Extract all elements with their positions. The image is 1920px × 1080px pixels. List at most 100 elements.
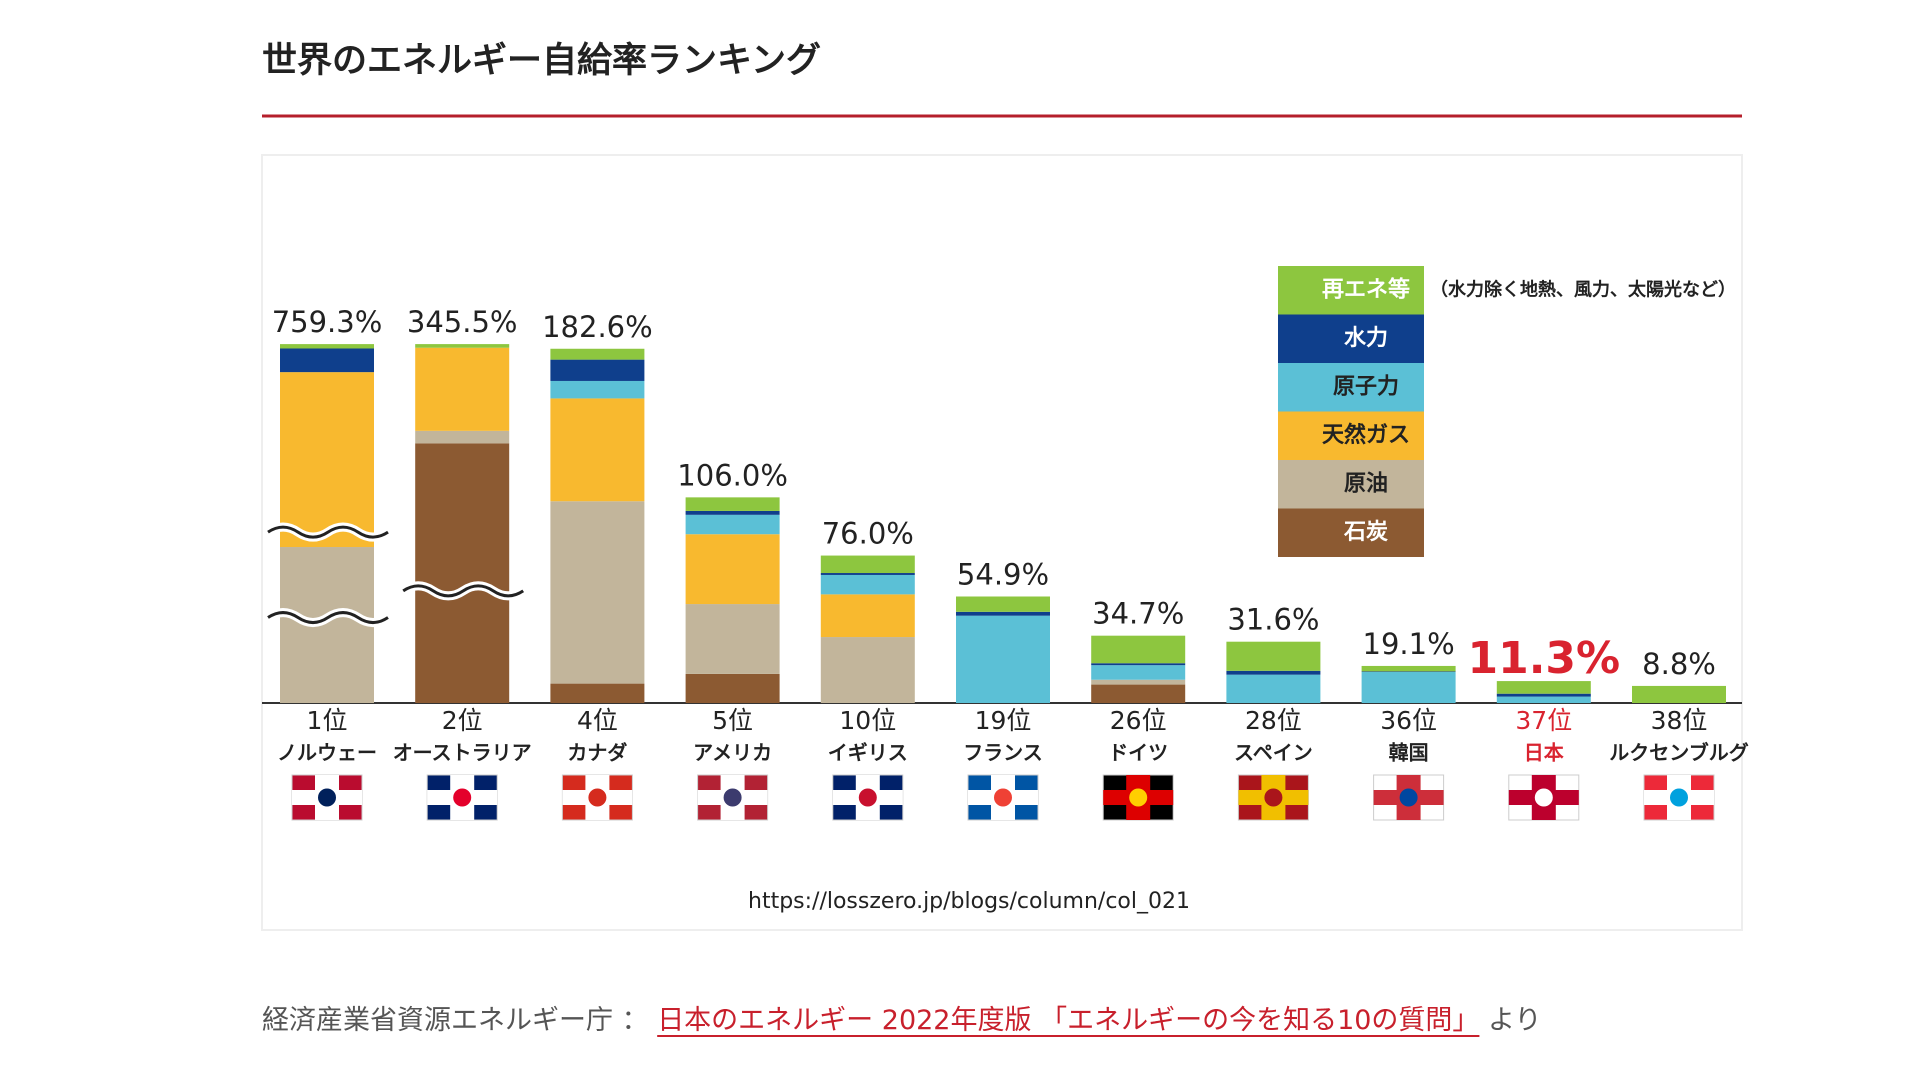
axis-break [267,611,389,625]
bar-segment [820,573,915,575]
legend-label: 原油 [1344,471,1388,496]
category-label: 韓国 [1389,741,1429,765]
footer: 経済産業省資源エネルギー庁 ： 日本のエネルギー 2022年度版 「エネルギーの… [262,998,1541,1037]
bar-segment [1091,665,1186,680]
legend-swatch [1278,266,1424,315]
bar-segment [685,497,780,511]
value-label: 759.3% [272,305,383,339]
bar-segment [1361,671,1456,672]
flag [994,788,1012,807]
axis-break [402,584,525,598]
rank-label: 37位 [1515,706,1572,735]
rank-label: 26位 [1110,706,1167,735]
legend-swatch [1278,508,1424,557]
footer-link[interactable]: 日本のエネルギー 2022年度版 「エネルギーの今を知る10の質問」 [657,1005,1480,1036]
bar-segment [550,501,645,684]
bar-segment [820,555,915,574]
bar-segment [1632,685,1726,703]
category-label: スペイン [1234,741,1313,765]
flag [723,788,742,807]
legend-swatch [1278,314,1424,363]
bar-segment [1361,665,1456,672]
flag [453,788,472,807]
legend-swatch [1278,460,1424,509]
bar-segment [820,574,915,595]
value-label: 8.8% [1642,647,1716,681]
legend-label: 水力 [1344,326,1388,351]
flag [1670,788,1688,807]
flag [588,788,607,807]
bar-segment [550,398,645,502]
value-label: 106.0% [677,458,788,492]
flag [858,788,877,807]
bar-segment [1091,684,1186,703]
legend-label: 石炭 [1343,519,1388,545]
legend-label: 天然ガス [1322,422,1410,448]
rank-label: 19位 [975,706,1032,735]
bar-segment [550,683,645,703]
legend-note: （水力除く地熱、風力、太陽光など） [1430,278,1736,300]
category-label: カナダ [567,741,627,765]
value-label: 182.6% [542,310,653,344]
bar-segment [1091,679,1186,685]
category-label: イギリス [828,741,908,765]
category-label: フランス [963,741,1043,765]
category-label: ルクセンブルグ [1609,741,1748,765]
source-url: https://losszero.jp/blogs/column/col_021 [748,889,1190,914]
footer-prefix: 経済産業省資源エネルギー庁 ： [262,1005,649,1036]
bar-segment [956,596,1050,612]
bar-segment [1226,641,1321,671]
category-label: アメリカ [693,741,772,765]
bar-segment [280,348,374,373]
bar-segment [1496,681,1591,694]
bar-segment [1091,663,1186,666]
bar-segment [280,547,374,703]
value-label: 76.0% [822,517,914,551]
bar-segment [1226,674,1321,703]
bar-segment [685,514,780,535]
bar-segment [280,344,374,349]
bar-segment [415,344,510,348]
category-label: ドイツ [1108,741,1168,765]
flag [1129,788,1148,807]
legend-swatch [1278,411,1424,460]
bar-segment [685,510,780,515]
rank-label: 36位 [1380,706,1437,735]
axis-break [267,525,389,539]
flag [1399,788,1418,807]
value-label: 11.3% [1467,633,1620,684]
flag [1534,788,1553,807]
bar-segment [550,359,645,381]
rank-label: 10位 [839,706,896,735]
value-label: 31.6% [1227,603,1319,637]
value-label: 19.1% [1363,627,1455,661]
legend-label: 原子力 [1333,374,1399,399]
bar-segment [685,534,780,605]
bar-segment [415,347,510,431]
rank-label: 38位 [1651,706,1708,735]
title: 世界のエネルギー自給率ランキング [262,41,821,81]
category-label: オーストラリア [393,741,532,765]
bar-segment [1496,693,1591,697]
flag [318,788,336,807]
bar-segment [956,611,1050,616]
bar-segment [415,430,510,444]
value-label: 54.9% [957,557,1049,591]
legend-label: 再エネ等 [1322,276,1410,302]
bar-segment [550,380,645,399]
bar-segment [1496,696,1591,703]
bar-segment [820,637,915,703]
rank-label: 28位 [1245,706,1302,735]
bar-segment [956,615,1050,703]
footer-suffix: より [1488,1005,1542,1036]
bar-segment [1226,670,1321,675]
value-label: 34.7% [1092,597,1184,631]
bar-segment [685,604,780,674]
bar-segment [820,594,915,638]
rank-label: 1位 [307,706,348,735]
bar-segment [550,348,645,360]
bar-segment [415,443,510,703]
legend-swatch [1278,363,1424,412]
